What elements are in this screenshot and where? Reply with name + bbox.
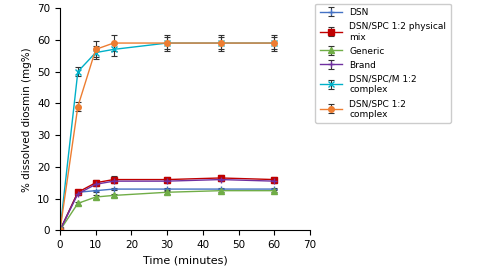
Legend: DSN, DSN/SPC 1:2 physical
mix, Generic, Brand, DSN/SPC/M 1:2
complex, DSN/SPC 1:: DSN, DSN/SPC 1:2 physical mix, Generic, … bbox=[315, 4, 451, 123]
Y-axis label: % dissolved diosmin (mg%): % dissolved diosmin (mg%) bbox=[22, 47, 32, 192]
X-axis label: Time (minutes): Time (minutes) bbox=[142, 256, 228, 266]
